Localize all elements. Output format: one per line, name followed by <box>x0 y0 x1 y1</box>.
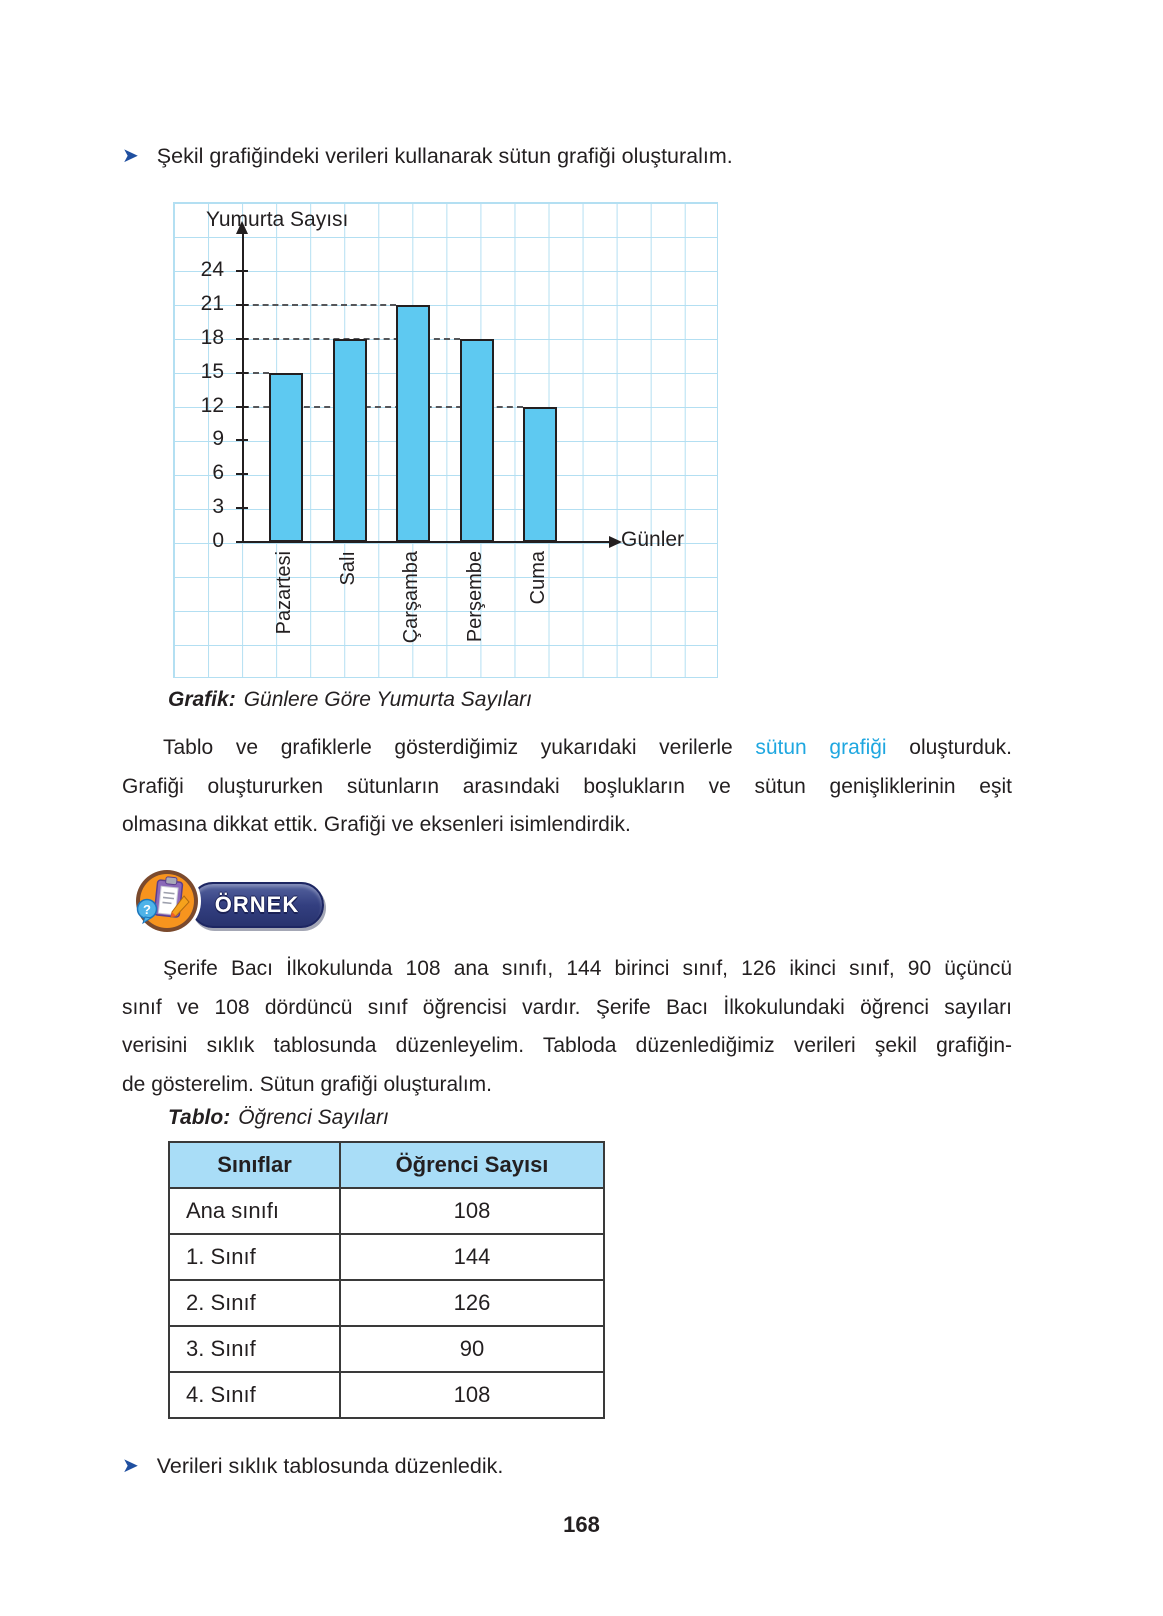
figure-caption-label: Grafik: <box>168 688 236 711</box>
example-problem-line-2: sınıf ve 108 dördüncü sınıf öğrencisi va… <box>122 989 1012 1028</box>
text-run: sınıf ve 108 dördüncü sınıf öğrencisi va… <box>122 995 1012 1019</box>
example-problem-line-3: verisini sıklık tablosunda düzenleyelim.… <box>122 1027 1012 1066</box>
bar-Perşembe <box>459 338 494 542</box>
svg-text:?: ? <box>143 902 151 917</box>
clipboard-pencil-icon: ? <box>133 867 201 935</box>
table-header: Sınıflar Öğrenci Sayısı <box>168 1141 605 1189</box>
paragraph-example-problem: Şerife Bacı İlkokulunda 108 ana sınıfı, … <box>122 950 1012 1104</box>
table-header-cell: Sınıflar <box>168 1141 341 1189</box>
bar-Pazartesi <box>269 372 303 542</box>
y-axis-title: Yumurta Sayısı <box>206 208 349 231</box>
y-tick-label-12: 12 <box>200 393 224 417</box>
y-tick-label-6: 6 <box>212 461 224 485</box>
bullet-item-closing: ➤ Verileri sıklık tablosunda düzenledik. <box>122 1453 503 1479</box>
bullet-intro-text: Şekil grafiğindeki verileri kullanarak s… <box>156 144 733 168</box>
x-category-label-Salı: Salı <box>336 551 359 586</box>
dashed-guide-21 <box>243 303 396 306</box>
text-run: Tablo ve grafiklerle gösterdiğimiz yukar… <box>163 736 756 759</box>
dashed-guide-12 <box>243 405 523 408</box>
paragraph-chart-explanation: Tablo ve grafiklerle gösterdiğimiz yukar… <box>122 729 1012 845</box>
example-pill-label: ÖRNEK <box>214 892 300 917</box>
y-axis-arrow-icon <box>236 221 248 234</box>
class-name-cell: Ana sınıfı <box>168 1187 341 1235</box>
table-header-cell: Öğrenci Sayısı <box>339 1141 605 1189</box>
chart-explanation-line-3: olmasına dikkat ettik. Grafiği ve eksenl… <box>122 806 1012 845</box>
student-count-cell: 144 <box>339 1233 605 1281</box>
y-tick-label-9: 9 <box>212 427 224 451</box>
x-axis-title: Günler <box>621 528 685 551</box>
text-run: verisini sıklık tablosunda düzenleyelim.… <box>122 1034 1012 1057</box>
bullet-item-intro: ➤ Şekil grafiğindeki verileri kullanarak… <box>122 143 733 169</box>
student-count-cell: 90 <box>339 1325 605 1373</box>
chart-explanation-line-2: Grafiği oluştururken sütunların arasında… <box>122 768 1012 807</box>
y-tick-label-3: 3 <box>212 495 224 519</box>
page-number: 168 <box>563 1512 600 1537</box>
bullet-closing-text: Verileri sıklık tablosunda düzenledik. <box>156 1454 504 1478</box>
bar-Salı <box>332 338 367 542</box>
example-problem-line-4: de gösterelim. Sütun grafiği oluşturalım… <box>122 1066 1012 1105</box>
text-run: oluşturduk. <box>886 736 1012 759</box>
y-tick-label-24: 24 <box>200 258 224 282</box>
example-problem-line-1: Şerife Bacı İlkokulunda 108 ana sınıfı, … <box>122 950 1012 989</box>
x-category-label-Çarşamba: Çarşamba <box>400 551 422 644</box>
x-category-label-Pazartesi: Pazartesi <box>273 551 295 635</box>
y-tick-label-21: 21 <box>200 291 224 315</box>
class-name-cell: 3. Sınıf <box>168 1325 341 1373</box>
figure-caption-text: Günlere Göre Yumurta Sayıları <box>243 688 532 711</box>
table-caption-text: Öğrenci Sayıları <box>238 1106 389 1129</box>
example-pill: ÖRNEK <box>190 882 324 928</box>
table-row: Ana sınıfı 108 <box>168 1187 605 1235</box>
egg-count-bar-chart: Yumurta Sayısı 0 3 6 9 12 15 18 21 24 Günler Pazart… <box>173 202 718 678</box>
student-count-table: Sınıflar Öğrenci Sayısı Ana sınıfı 108 1. S… <box>168 1141 605 1419</box>
class-name-cell: 1. Sınıf <box>168 1233 341 1281</box>
table-row: 2. Sınıf 126 <box>168 1279 605 1327</box>
table-caption-label: Tablo: <box>168 1106 231 1129</box>
y-tick-label-18: 18 <box>200 325 224 349</box>
figure-caption: Grafik: Günlere Göre Yumurta Sayıları <box>168 688 532 712</box>
bar-Çarşamba <box>396 304 430 542</box>
dashed-guide-15 <box>243 371 269 374</box>
x-category-label-Perşembe: Perşembe <box>463 551 486 643</box>
table-row: 4. Sınıf 108 <box>168 1371 605 1419</box>
student-count-cell: 126 <box>339 1279 605 1327</box>
y-tick-label-15: 15 <box>200 359 224 383</box>
student-count-cell: 108 <box>339 1371 605 1419</box>
example-badge: ÖRNEK ? <box>132 866 392 938</box>
x-category-label-Cuma: Cuma <box>527 551 549 605</box>
bullet-arrow-icon: ➤ <box>122 1455 139 1477</box>
table-caption: Tablo: Öğrenci Sayıları <box>168 1106 389 1130</box>
class-name-cell: 4. Sınıf <box>168 1371 341 1419</box>
x-axis-line <box>242 541 610 543</box>
y-tick-label-0: 0 <box>212 529 224 552</box>
x-axis-arrow-icon <box>609 536 622 548</box>
highlighted-term: sütun grafiği <box>755 736 887 759</box>
text-run: de gösterelim. Sütun grafiği oluşturalım… <box>122 1072 493 1096</box>
class-name-cell: 2. Sınıf <box>168 1279 341 1327</box>
bullet-arrow-icon: ➤ <box>122 145 139 167</box>
student-count-cell: 108 <box>339 1187 605 1235</box>
table-row: 3. Sınıf 90 <box>168 1325 605 1373</box>
y-axis-line <box>242 233 244 542</box>
text-run: olmasına dikkat ettik. Grafiği ve eksenl… <box>122 813 631 836</box>
text-run: Grafiği oluştururken sütunların arasında… <box>122 774 1012 798</box>
bar-Cuma <box>523 406 557 542</box>
chart-explanation-line-1: Tablo ve grafiklerle gösterdiğimiz yukar… <box>122 729 1012 768</box>
text-run: Şerife Bacı İlkokulunda 108 ana sınıfı, … <box>163 957 1012 980</box>
table-row: 1. Sınıf 144 <box>168 1233 605 1281</box>
